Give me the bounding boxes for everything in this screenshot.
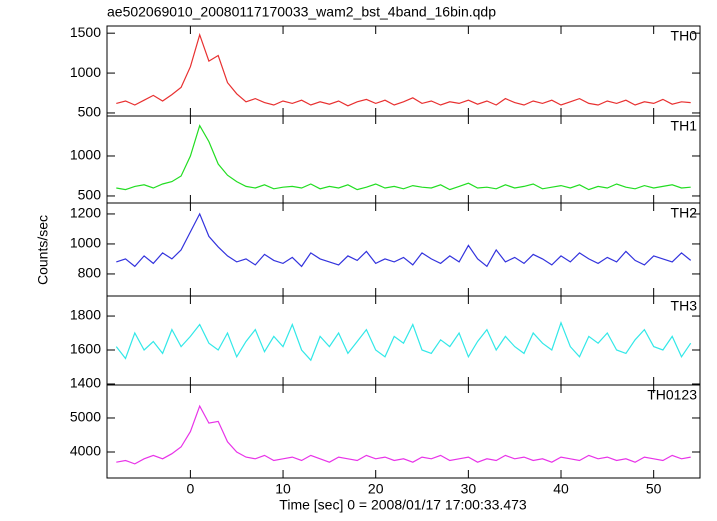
y-tick-label: 1000 bbox=[70, 64, 101, 80]
x-tick-label: 30 bbox=[461, 481, 477, 497]
y-tick-label: 1000 bbox=[70, 235, 101, 251]
light-curve bbox=[115, 321, 692, 362]
y-tick-label: 1800 bbox=[70, 307, 101, 323]
panel-label: TH1 bbox=[671, 118, 698, 134]
y-tick-label: 5000 bbox=[70, 409, 101, 425]
y-tick-label: 4000 bbox=[70, 443, 101, 459]
x-tick-label: 20 bbox=[368, 481, 384, 497]
light-curve bbox=[116, 124, 691, 191]
panel-frame bbox=[106, 384, 701, 479]
x-tick-label: 0 bbox=[186, 481, 194, 497]
panel-frame bbox=[106, 202, 701, 297]
panel-label: TH0 bbox=[671, 28, 698, 44]
light-curve bbox=[116, 32, 691, 107]
panel-frame bbox=[106, 115, 701, 204]
y-axis-label: Counts/sec bbox=[35, 215, 51, 285]
y-tick-label: 1200 bbox=[70, 205, 101, 221]
x-tick-label: 40 bbox=[553, 481, 569, 497]
x-tick-label: 10 bbox=[275, 481, 291, 497]
x-tick-label: 50 bbox=[646, 481, 662, 497]
y-tick-label: 500 bbox=[78, 187, 102, 203]
y-tick-label: 1500 bbox=[70, 24, 101, 40]
y-tick-label: 500 bbox=[78, 104, 102, 120]
panel-label: TH2 bbox=[671, 205, 698, 221]
y-tick-label: 1400 bbox=[70, 375, 101, 391]
light-curve bbox=[116, 212, 692, 268]
light-curve bbox=[116, 404, 691, 465]
y-tick-label: 1000 bbox=[70, 147, 101, 163]
y-tick-label: 800 bbox=[78, 265, 102, 281]
y-tick-label: 1600 bbox=[70, 341, 101, 357]
panel-label: TH3 bbox=[671, 298, 698, 314]
panel-label: TH0123 bbox=[647, 387, 697, 403]
x-axis-label: Time [sec] 0 = 2008/01/17 17:00:33.473 bbox=[279, 497, 527, 513]
chart-title: ae502069010_20080117170033_wam2_bst_4ban… bbox=[107, 4, 496, 20]
